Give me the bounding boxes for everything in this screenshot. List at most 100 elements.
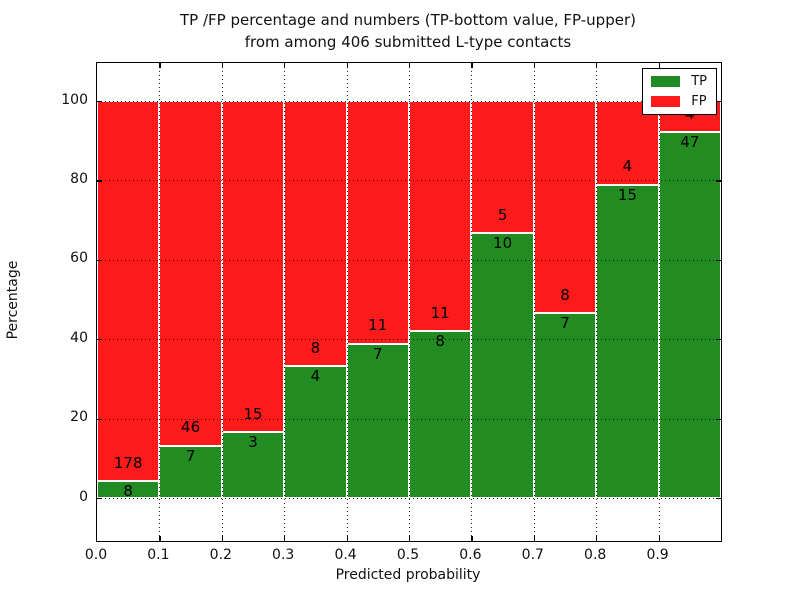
v-gridline-0.6 bbox=[471, 63, 473, 541]
tp-count-label: 7 bbox=[373, 344, 383, 363]
x-tick-mark-bottom bbox=[284, 536, 286, 541]
tp-count-label: 15 bbox=[617, 185, 637, 204]
bar-bin-0.0: 178 8 bbox=[97, 101, 160, 500]
x-tick-mark-top bbox=[533, 63, 536, 68]
y-tick-mark-left bbox=[97, 259, 102, 262]
fp-segment bbox=[409, 101, 472, 331]
tp-segment bbox=[159, 445, 222, 498]
x-tick-mark-top bbox=[221, 63, 224, 68]
fp-count-label: 178 bbox=[113, 453, 143, 472]
x-tick-mark-top bbox=[284, 63, 286, 68]
x-tick-label-0.7: 0.7 bbox=[521, 547, 544, 563]
fp-segment bbox=[159, 101, 222, 446]
bar-bin-0.5: 11 8 bbox=[409, 101, 472, 498]
x-tick-mark-top bbox=[159, 63, 161, 68]
v-gridline-0.4 bbox=[346, 63, 348, 541]
x-tick-mark-bottom bbox=[596, 536, 598, 541]
bar-bin-0.4: 11 7 bbox=[346, 101, 409, 498]
y-tick-mark-right bbox=[716, 180, 721, 182]
v-gridline-0.1 bbox=[159, 63, 161, 541]
bar-bin-0.2: 15 3 bbox=[221, 101, 285, 498]
x-tick-mark-bottom bbox=[409, 536, 411, 541]
x-tick-label-0.4: 0.4 bbox=[334, 547, 357, 563]
y-tick-label-100: 100 bbox=[61, 91, 88, 108]
x-tick-mark-bottom bbox=[159, 536, 161, 541]
v-gridline-0.7 bbox=[533, 63, 535, 541]
x-tick-mark-top bbox=[346, 63, 348, 68]
y-tick-label-80: 80 bbox=[70, 170, 88, 187]
y-tick-mark-left bbox=[97, 180, 102, 182]
x-tick-mark-bottom bbox=[221, 536, 224, 541]
fp-segment bbox=[346, 101, 409, 344]
tp-segment bbox=[658, 132, 721, 498]
y-tick-label-20: 20 bbox=[70, 409, 88, 426]
y-tick-mark-right bbox=[716, 101, 721, 103]
fp-count-label: 4 bbox=[622, 157, 633, 176]
v-gridline-0.8 bbox=[596, 63, 598, 541]
tp-count-label: 47 bbox=[680, 133, 700, 152]
tp-segment bbox=[471, 233, 534, 498]
fp-count-label: 5 bbox=[497, 206, 508, 225]
y-tick-label-0: 0 bbox=[79, 488, 88, 505]
fp-color-swatch bbox=[651, 96, 681, 107]
tp-segment bbox=[284, 365, 347, 498]
x-tick-mark-bottom bbox=[471, 536, 473, 541]
legend-entry-fp: FP bbox=[651, 95, 707, 108]
x-tick-mark-top bbox=[658, 63, 660, 68]
x-axis-label: Predicted probability bbox=[335, 567, 481, 583]
y-tick-mark-right bbox=[716, 498, 721, 500]
fp-segment bbox=[533, 101, 597, 313]
x-tick-mark-top bbox=[471, 63, 473, 68]
fp-count-label: 11 bbox=[368, 316, 388, 335]
y-tick-label-40: 40 bbox=[70, 329, 88, 346]
y-tick-label-60: 60 bbox=[70, 250, 88, 267]
x-tick-mark-bottom bbox=[658, 536, 660, 541]
legend-label-fp: FP bbox=[691, 94, 707, 109]
tp-count-label: 7 bbox=[185, 446, 196, 465]
x-tick-label-0.3: 0.3 bbox=[272, 547, 295, 563]
fp-count-label: 11 bbox=[430, 303, 450, 322]
fp-count-label: 15 bbox=[243, 404, 263, 423]
bar-bin-0.6: 5 10 bbox=[471, 101, 534, 498]
tp-color-swatch bbox=[651, 76, 681, 87]
tp-segment bbox=[97, 480, 160, 498]
tp-segment bbox=[533, 312, 597, 498]
v-gridline-0.3 bbox=[284, 63, 286, 541]
tp-segment bbox=[409, 330, 472, 498]
y-axis-label: Percentage bbox=[5, 260, 21, 340]
x-tick-label-0.9: 0.9 bbox=[646, 547, 669, 563]
x-tick-mark-top bbox=[409, 63, 411, 68]
bar-bin-0.9: 447 bbox=[658, 101, 721, 498]
y-tick-mark-right bbox=[716, 339, 721, 341]
tp-count-label: 8 bbox=[435, 331, 445, 350]
fp-segment bbox=[97, 101, 160, 481]
y-tick-mark-left bbox=[97, 101, 102, 103]
plot-area: 17884671538411711851087415447 TP FP bbox=[96, 62, 722, 542]
tp-segment bbox=[346, 343, 409, 498]
y-tick-mark-right bbox=[716, 259, 721, 262]
y-tick-mark-left bbox=[97, 339, 102, 341]
tp-segment bbox=[596, 184, 659, 498]
tp-count-label: 4 bbox=[310, 366, 321, 385]
v-gridline-0.2 bbox=[221, 63, 223, 541]
y-tick-mark-left bbox=[97, 498, 102, 500]
v-gridline-0.9 bbox=[658, 63, 660, 541]
tp-count-label: 7 bbox=[560, 313, 570, 332]
y-tick-mark-left bbox=[97, 418, 102, 420]
fp-count-label: 8 bbox=[560, 285, 570, 304]
legend-entry-tp: TP bbox=[651, 75, 707, 88]
x-tick-label-0.1: 0.1 bbox=[147, 547, 170, 563]
legend: TP FP bbox=[642, 68, 717, 115]
bar-bin-0.8: 4 15 bbox=[596, 101, 659, 498]
x-tick-label-0.2: 0.2 bbox=[209, 547, 232, 563]
x-tick-mark-top bbox=[596, 63, 598, 68]
x-tick-label-0.0: 0.0 bbox=[84, 547, 108, 563]
fp-segment bbox=[471, 101, 534, 234]
fp-segment bbox=[284, 101, 347, 366]
tp-segment bbox=[221, 431, 285, 498]
x-tick-mark-bottom bbox=[346, 536, 348, 541]
x-tick-label-0.6: 0.6 bbox=[459, 547, 482, 563]
